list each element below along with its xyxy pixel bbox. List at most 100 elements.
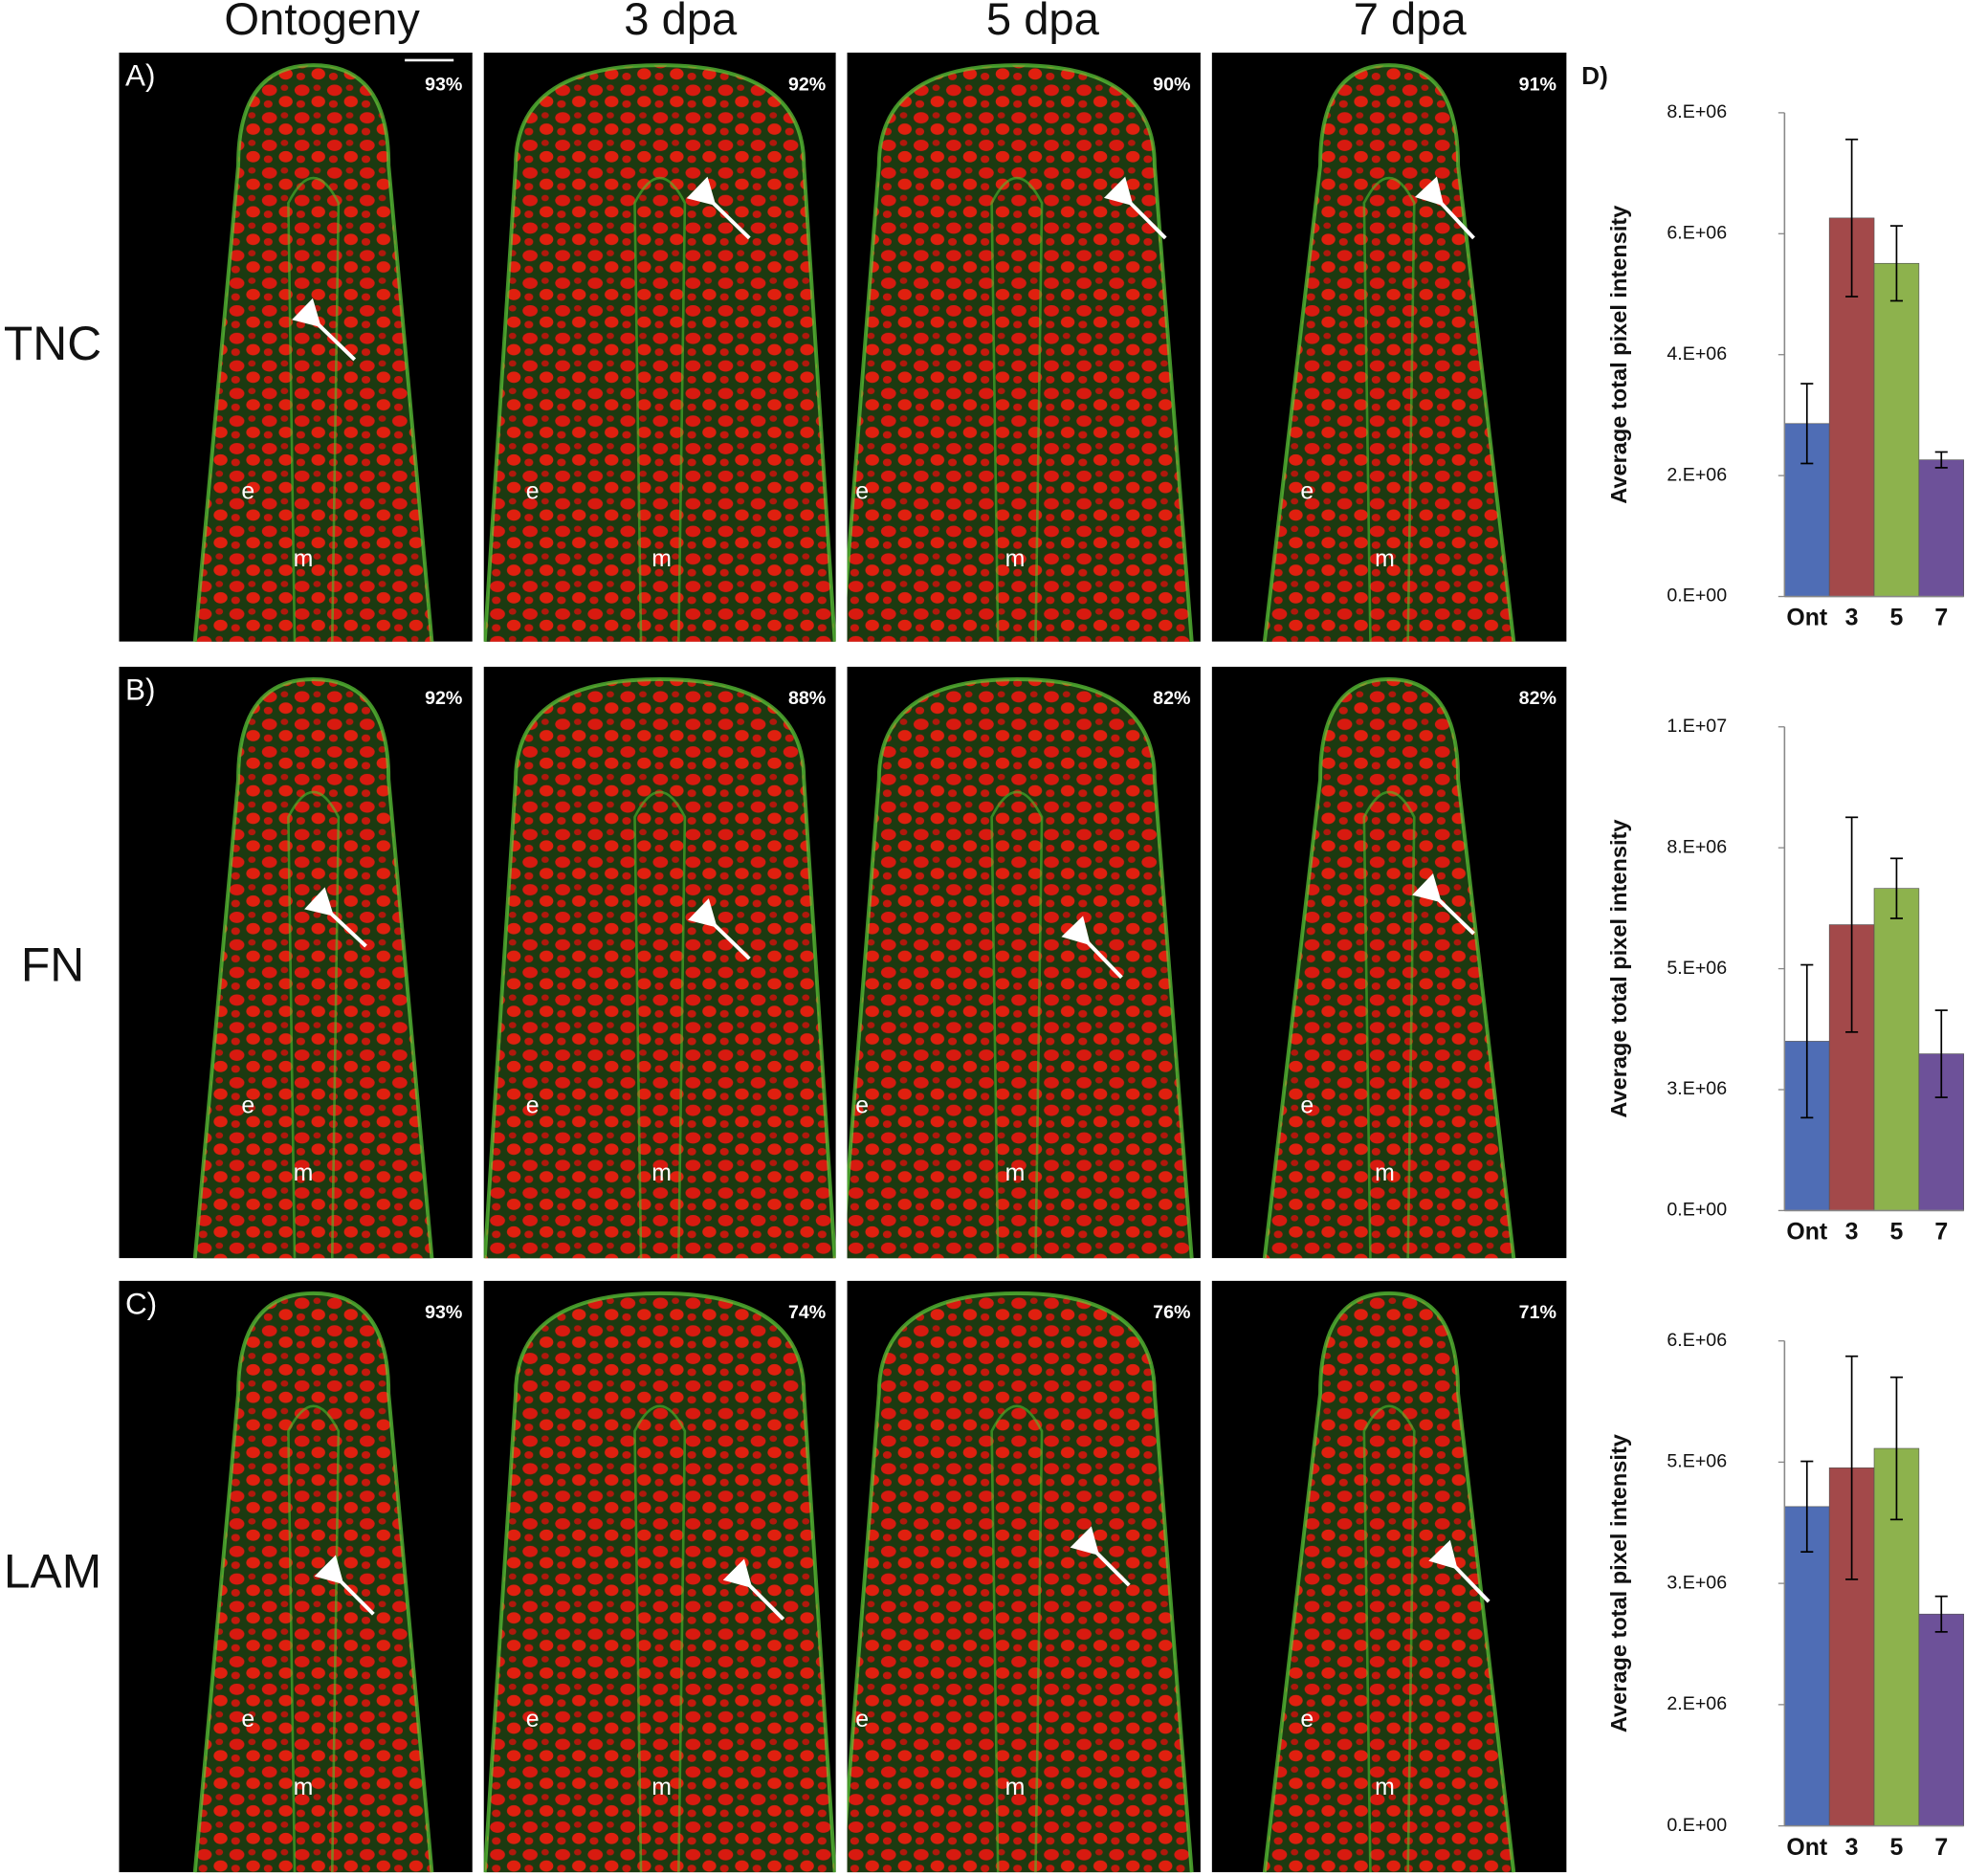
micrograph xyxy=(483,666,836,1259)
panel-letter: D) xyxy=(1581,61,1608,90)
micrograph-content xyxy=(483,666,836,1259)
y-axis-label: Average total pixel intensity xyxy=(1606,1434,1631,1733)
micrograph xyxy=(119,53,473,642)
percent-label: 74% xyxy=(788,1302,826,1323)
column-header: 5 dpa xyxy=(986,0,1100,44)
tissue-label-m: m xyxy=(294,545,314,572)
micrograph-content xyxy=(847,1280,1201,1873)
tissue xyxy=(1264,678,1514,1259)
tissue-core xyxy=(287,790,341,1259)
panel-letter: B) xyxy=(125,673,155,706)
micrograph-content xyxy=(119,1280,473,1873)
error-bar xyxy=(1889,225,1903,302)
tissue-label-m: m xyxy=(1375,1774,1395,1800)
percent-label: 76% xyxy=(1153,1302,1190,1323)
percent-label: 90% xyxy=(1153,74,1190,95)
tissue-label-e: e xyxy=(241,1092,254,1118)
micrograph-content xyxy=(847,53,1201,642)
tissue xyxy=(194,678,432,1259)
percent-label: 92% xyxy=(425,688,462,709)
percent-label: 71% xyxy=(1519,1302,1557,1323)
tissue-label-m: m xyxy=(1375,1159,1395,1186)
tissue-label-e: e xyxy=(241,477,254,504)
tissue-core xyxy=(633,790,687,1259)
arrow xyxy=(1070,1526,1131,1587)
arrow xyxy=(1414,176,1475,240)
micrograph xyxy=(119,1280,473,1873)
micrograph-content xyxy=(483,1280,836,1873)
tissue-label-e: e xyxy=(526,1092,540,1118)
error-bar xyxy=(1889,1376,1903,1521)
tissue-outline xyxy=(192,677,434,1259)
micrograph-content xyxy=(119,53,473,642)
tissue-core xyxy=(287,1404,341,1873)
tissue xyxy=(847,65,1192,642)
tissue-outline xyxy=(847,1291,1194,1873)
tissue-label-m: m xyxy=(651,1159,672,1186)
bar xyxy=(1918,459,1965,597)
tissue-label-m: m xyxy=(1375,545,1395,572)
micrograph-content xyxy=(483,53,836,642)
tissue-label-m: m xyxy=(1005,545,1026,572)
tissue-label-e: e xyxy=(1300,1092,1314,1118)
tissue-label-e: e xyxy=(526,1706,540,1733)
tissue-label-m: m xyxy=(651,1774,672,1800)
micrograph xyxy=(1211,53,1567,642)
tissue xyxy=(484,1292,835,1873)
y-tick-label: 6.E+06 xyxy=(1667,222,1727,243)
tissue-core xyxy=(1362,790,1416,1259)
tissue xyxy=(847,1292,1192,1873)
micrograph-content xyxy=(119,666,473,1259)
micrograph xyxy=(119,666,473,1259)
error-bar xyxy=(1800,1460,1814,1554)
x-tick-label: Ont xyxy=(1786,1834,1827,1861)
error-bar xyxy=(1845,1355,1859,1580)
arrow xyxy=(292,298,357,362)
tissue-outline xyxy=(847,63,1194,642)
y-tick-label: 0.E+00 xyxy=(1667,1815,1727,1836)
x-tick-label: 5 xyxy=(1890,1834,1904,1861)
tissue-outline xyxy=(1262,63,1516,642)
error-bar xyxy=(1800,963,1814,1119)
tissue-label-m: m xyxy=(651,545,672,572)
micrograph xyxy=(483,53,836,642)
x-tick-label: 5 xyxy=(1890,1219,1904,1246)
tissue-outline xyxy=(192,1291,434,1873)
arrow xyxy=(686,176,751,240)
tissue-outline xyxy=(192,63,434,642)
tissue xyxy=(194,1292,432,1873)
arrow xyxy=(1061,916,1123,980)
y-tick-label: 5.E+06 xyxy=(1667,958,1727,979)
tissue-core xyxy=(633,176,687,642)
percent-label: 93% xyxy=(425,74,462,95)
error-bar xyxy=(1889,857,1903,919)
tissue-label-e: e xyxy=(855,477,869,504)
arrow xyxy=(1103,176,1167,240)
panel-letter: C) xyxy=(125,1287,157,1320)
tissue-core xyxy=(990,176,1044,642)
tissue xyxy=(1264,65,1514,642)
arrow xyxy=(314,1555,375,1616)
y-tick-label: 3.E+06 xyxy=(1667,1572,1727,1593)
error-bar xyxy=(1934,1595,1948,1633)
x-tick-label: 7 xyxy=(1934,1219,1948,1246)
bar xyxy=(1873,262,1920,597)
percent-label: 82% xyxy=(1153,688,1190,709)
tissue-outline xyxy=(483,63,836,642)
percent-label: 88% xyxy=(788,688,826,709)
y-axis-label: Average total pixel intensity xyxy=(1606,820,1631,1118)
tissue-label-m: m xyxy=(294,1159,314,1186)
x-tick-label: 3 xyxy=(1845,1834,1859,1861)
y-tick-label: 1.E+07 xyxy=(1667,716,1727,737)
y-tick-label: 0.E+00 xyxy=(1667,585,1727,607)
tissue xyxy=(847,678,1192,1259)
micrograph xyxy=(483,1280,836,1873)
tissue xyxy=(484,678,835,1259)
bar xyxy=(1918,1613,1965,1826)
tissue-outline xyxy=(483,677,836,1259)
x-tick-label: 5 xyxy=(1890,605,1904,631)
tissue-label-e: e xyxy=(855,1092,869,1118)
error-bar xyxy=(1934,1009,1948,1098)
tissue-core xyxy=(990,1404,1044,1873)
